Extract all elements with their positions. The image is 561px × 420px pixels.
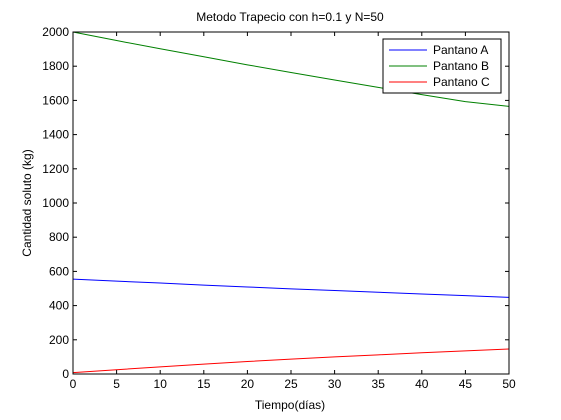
x-tick-label: 30 [328, 377, 342, 391]
chart-title: Metodo Trapecio con h=0.1 y N=50 [196, 10, 384, 24]
x-tick-label: 0 [70, 377, 77, 391]
y-tick-label: 1800 [42, 59, 69, 73]
series-line-pantano-b [72, 31, 510, 107]
y-tick-label: 600 [49, 264, 69, 278]
x-tick-label: 5 [113, 377, 120, 391]
legend-label: Pantano A [433, 43, 488, 57]
x-tick-label: 25 [284, 377, 298, 391]
series-layer [72, 31, 510, 374]
series-line-pantano-c [72, 348, 510, 374]
y-tick-label: 800 [49, 230, 69, 244]
x-axis-label: Tiempo(días) [255, 398, 325, 412]
series-line-pantano-a [72, 278, 510, 298]
y-tick-label: 200 [49, 333, 69, 347]
y-tick-label: 1600 [42, 93, 69, 107]
x-tick-label: 15 [197, 377, 211, 391]
y-axis-label: Cantidad soluto (kg) [20, 149, 34, 256]
y-tick-label: 1000 [42, 196, 69, 210]
x-tick-label: 20 [241, 377, 255, 391]
y-tick-label: 400 [49, 299, 69, 313]
x-tick-label: 10 [154, 377, 168, 391]
legend: Pantano A Pantano B Pantano C [382, 38, 502, 94]
x-tick-label: 40 [415, 377, 429, 391]
legend-label: Pantano C [433, 75, 490, 89]
x-tick-label: 35 [372, 377, 386, 391]
legend-label: Pantano B [433, 59, 489, 73]
y-tick-label: 0 [62, 367, 69, 381]
x-tick-label: 45 [459, 377, 473, 391]
ticks-layer: 0 5 10 15 20 25 30 35 40 45 50 0 200 400 600 800 1000 120… [42, 25, 516, 391]
y-tick-label: 1400 [42, 128, 69, 142]
x-tick-label: 50 [502, 377, 516, 391]
y-tick-label: 2000 [42, 25, 69, 39]
y-tick-label: 1200 [42, 162, 69, 176]
